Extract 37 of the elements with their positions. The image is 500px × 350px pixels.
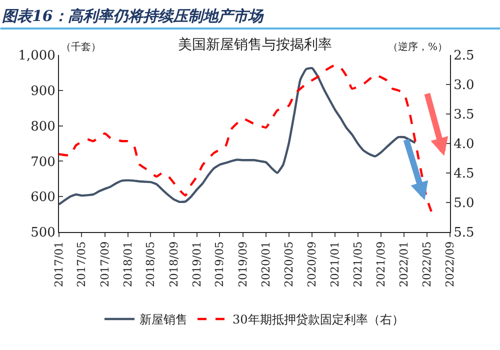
x-tick-label: 2020/05 bbox=[282, 241, 296, 288]
x-tick-label: 2017/09 bbox=[98, 241, 112, 288]
x-tick-label: 2019/05 bbox=[213, 241, 226, 288]
y-tick-label: 800 bbox=[30, 119, 56, 134]
x-tick-label: 2020/01 bbox=[260, 241, 273, 288]
x-tick-label: 2018/01 bbox=[122, 241, 135, 288]
x-tick-label: 2021/01 bbox=[328, 241, 342, 288]
y2-tick-label: 3.5 bbox=[454, 108, 474, 123]
x-tick-label: 2021/09 bbox=[374, 241, 388, 288]
y-tick-label: 900 bbox=[30, 84, 56, 99]
y-tick-label: 1,000 bbox=[18, 48, 56, 64]
y2-axis-title: （逆序，%） bbox=[388, 41, 448, 53]
y2-tick-label: 4.0 bbox=[454, 137, 474, 152]
x-tick-label: 2018/09 bbox=[167, 241, 180, 288]
x-tick-label: 2017/01 bbox=[52, 241, 66, 288]
chart-subtitle: 美国新屋销售与按揭利率 bbox=[178, 37, 332, 53]
x-tick-label: 2021/05 bbox=[351, 241, 364, 288]
y2-tick-label: 3.0 bbox=[454, 78, 474, 94]
chart-title: 图表16：高利率仍将持续压制地产市场 bbox=[2, 7, 264, 25]
x-tick-label: 2019/09 bbox=[236, 241, 250, 288]
y2-tick-label: 5.0 bbox=[454, 196, 474, 212]
x-tick-label: 2022/01 bbox=[398, 241, 411, 288]
y-tick-label: 600 bbox=[30, 190, 56, 206]
y-axis-title: （千套） bbox=[61, 41, 101, 53]
legend-label: 30年期抵押贷款固定利率（右） bbox=[232, 312, 404, 327]
y2-tick-label: 4.5 bbox=[454, 166, 474, 182]
y2-tick-label: 2.5 bbox=[454, 48, 474, 64]
x-tick-label: 2022/09 bbox=[444, 241, 457, 288]
x-tick-label: 2017/05 bbox=[75, 241, 88, 288]
x-tick-label: 2020/09 bbox=[306, 241, 319, 288]
x-tick-label: 2019/01 bbox=[190, 241, 204, 288]
y-tick-label: 500 bbox=[30, 226, 56, 241]
y2-tick-label: 5.5 bbox=[454, 226, 474, 241]
x-tick-label: 2022/05 bbox=[420, 241, 434, 288]
x-tick-label: 2018/05 bbox=[144, 241, 158, 288]
legend-label: 新屋销售 bbox=[140, 312, 188, 327]
y-tick-label: 700 bbox=[30, 154, 56, 170]
